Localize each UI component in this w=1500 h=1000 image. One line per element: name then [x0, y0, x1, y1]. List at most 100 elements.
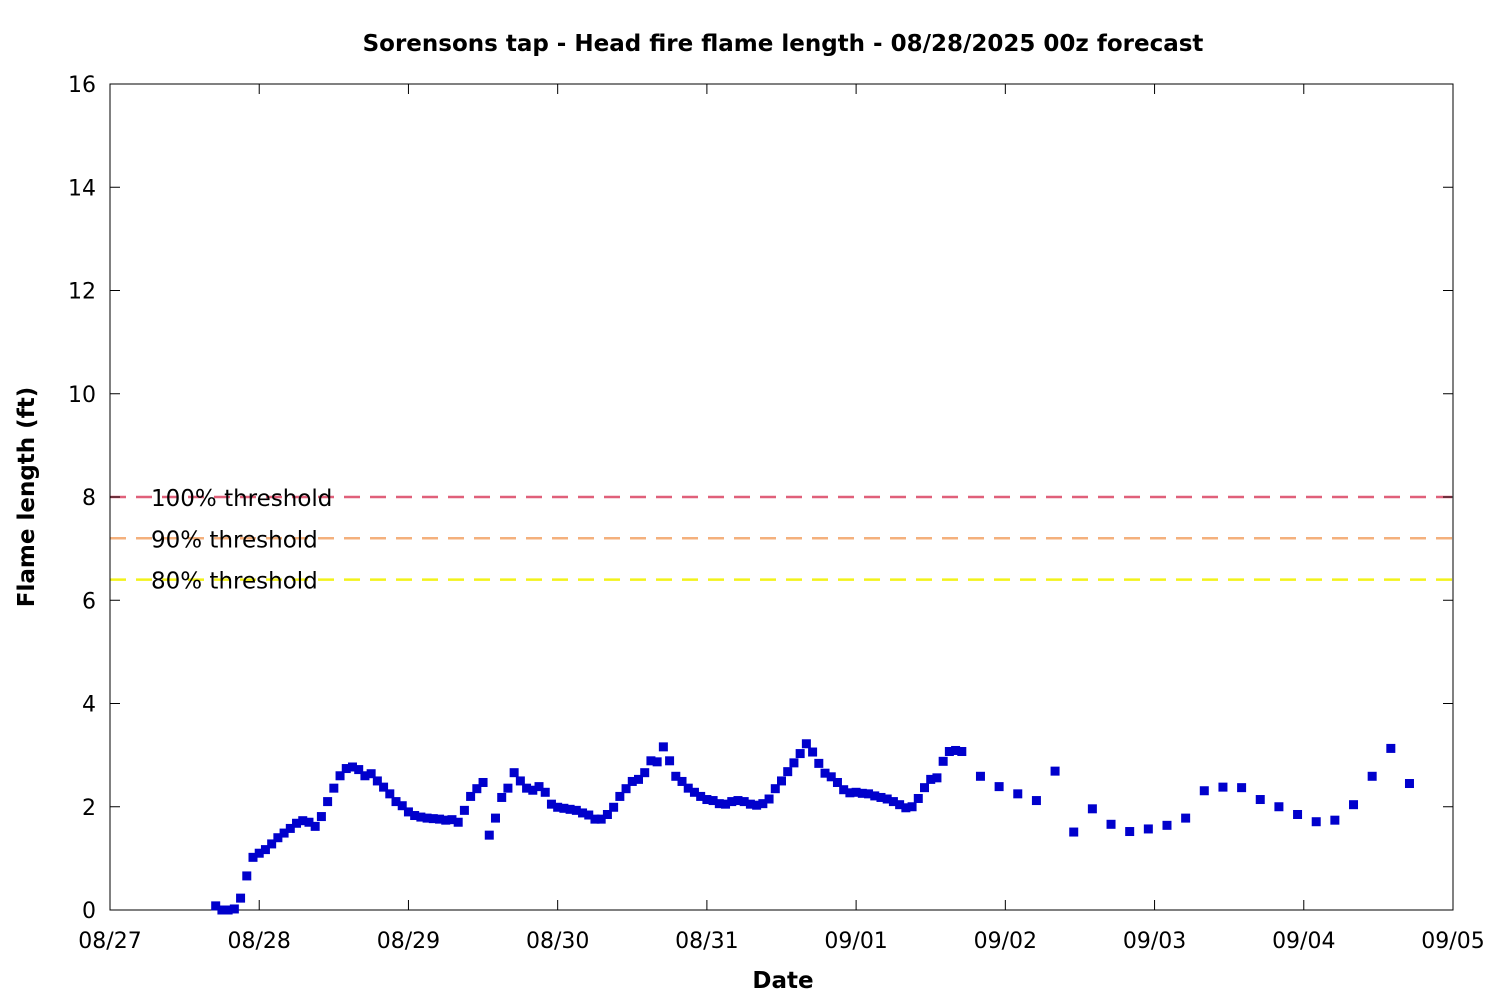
data-point: [888, 797, 898, 807]
data-point: [578, 808, 588, 818]
x-axis-label: Date: [752, 968, 813, 994]
axes: 0 2 4 6 8 10 12 14 16 08/27 08/28 08/29 08/30 08/31 09…: [68, 73, 1485, 954]
data-point: [403, 807, 413, 817]
data-point: [758, 799, 768, 809]
data-point: [497, 792, 507, 802]
x-tick-label: 09/01: [824, 929, 887, 954]
data-point: [242, 871, 252, 881]
data-point: [696, 791, 706, 801]
data-point: [236, 893, 246, 903]
data-point: [926, 774, 936, 784]
x-tick-label: 09/03: [1123, 929, 1186, 954]
data-point: [832, 777, 842, 787]
data-point: [441, 815, 451, 825]
data-point: [801, 739, 811, 749]
data-point: [472, 784, 482, 794]
data-point: [702, 795, 712, 805]
data-point: [229, 904, 239, 914]
data-point: [447, 815, 457, 825]
data-point: [658, 742, 668, 752]
data-point: [590, 814, 600, 824]
data-point: [764, 794, 774, 804]
data-point: [310, 821, 320, 831]
data-point: [646, 756, 656, 766]
data-point: [994, 782, 1004, 792]
data-point: [285, 823, 295, 833]
data-point: [1255, 795, 1265, 805]
data-point: [633, 774, 643, 784]
data-point: [932, 773, 942, 783]
data-point: [248, 852, 258, 862]
data-point: [795, 749, 805, 759]
data-point: [938, 756, 948, 766]
data-point: [298, 816, 308, 826]
data-point: [677, 776, 687, 786]
data-point: [820, 768, 830, 778]
data-point: [584, 810, 594, 820]
data-point: [770, 784, 780, 794]
data-point: [360, 771, 370, 781]
data-point: [882, 794, 892, 804]
data-point: [1311, 817, 1321, 827]
data-point: [292, 818, 302, 828]
data-point: [777, 776, 786, 786]
data-point: [1143, 824, 1153, 834]
data-point: [826, 772, 836, 782]
x-tick-label: 09/04: [1272, 929, 1335, 954]
data-point: [515, 776, 525, 786]
data-point: [553, 802, 563, 812]
data-point: [354, 765, 364, 775]
data-point: [254, 848, 264, 858]
data-point: [410, 811, 420, 821]
data-point: [596, 814, 606, 824]
y-tick-label: 12: [68, 280, 96, 305]
data-point: [857, 788, 867, 798]
y-tick-label: 2: [82, 796, 96, 821]
data-point: [1199, 786, 1209, 796]
data-point: [901, 803, 911, 813]
x-tick-label: 09/02: [974, 929, 1037, 954]
data-point: [273, 833, 283, 843]
data-point: [435, 814, 445, 824]
y-tick-label: 8: [82, 486, 96, 511]
data-point: [528, 785, 538, 795]
y-tick-label: 4: [82, 693, 96, 718]
data-point: [920, 783, 930, 793]
data-point: [1218, 782, 1228, 792]
threshold-lines: [110, 495, 1453, 581]
data-point: [347, 762, 357, 772]
data-point: [907, 802, 917, 812]
x-tick-label: 08/30: [526, 929, 589, 954]
data-point: [1386, 743, 1396, 753]
data-point: [366, 769, 376, 779]
data-point: [913, 793, 923, 803]
data-point: [217, 905, 227, 915]
data-point: [627, 776, 637, 786]
data-point: [870, 791, 880, 801]
data-point: [509, 768, 519, 778]
data-point: [752, 800, 762, 810]
data-point: [484, 830, 494, 840]
data-point: [211, 901, 221, 911]
data-point: [708, 796, 718, 806]
data-point: [279, 828, 289, 838]
data-point: [391, 797, 401, 807]
y-tick-label: 14: [68, 176, 96, 201]
data-point: [223, 905, 233, 915]
y-axis-label: Flame length (ft): [14, 387, 40, 607]
data-point: [895, 800, 905, 810]
data-point: [1330, 815, 1340, 825]
data-point: [323, 797, 333, 807]
data-point: [1087, 804, 1097, 814]
data-point: [665, 756, 675, 766]
data-point: [1367, 771, 1377, 781]
data-point: [316, 812, 326, 822]
data-point: [466, 791, 476, 801]
data-point: [534, 782, 544, 792]
data-point: [845, 788, 855, 798]
data-point: [683, 783, 693, 793]
data-point: [428, 814, 438, 824]
data-point: [1293, 809, 1303, 819]
